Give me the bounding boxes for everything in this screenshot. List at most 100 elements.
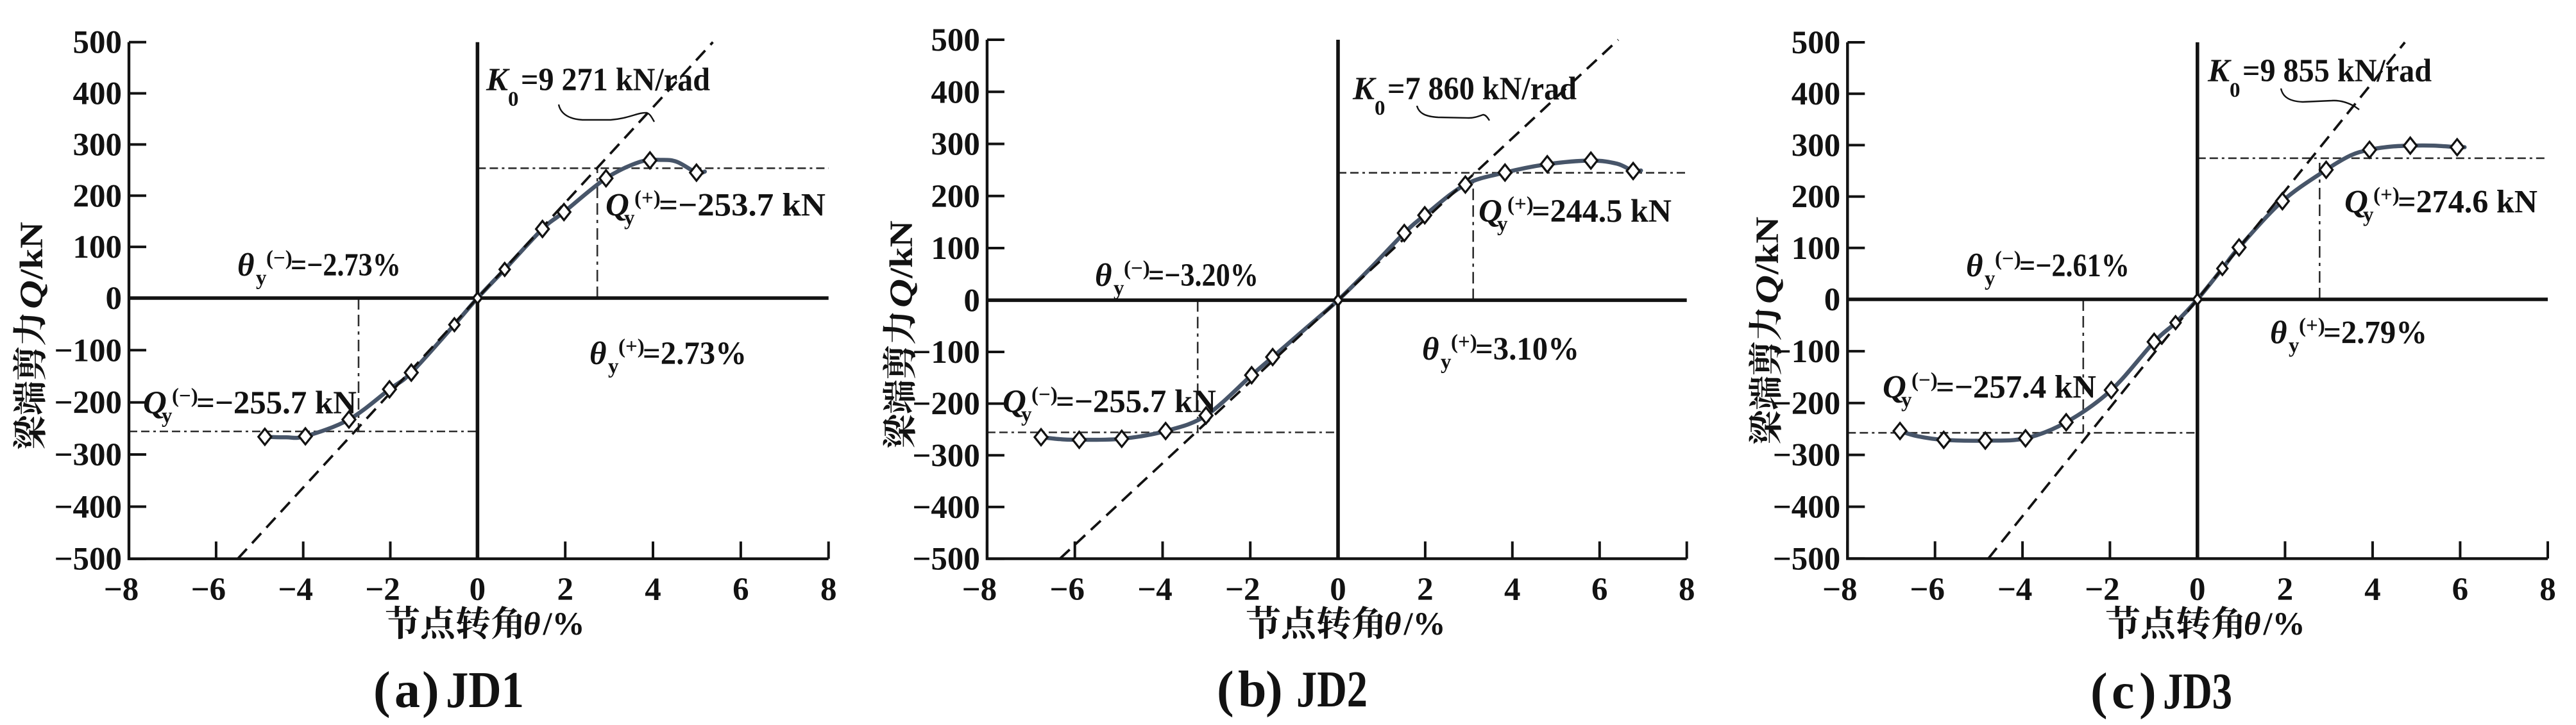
svg-text:300: 300 [1792, 128, 1841, 163]
svg-text:−200: −200 [912, 387, 980, 422]
svg-text:500: 500 [1792, 25, 1841, 61]
svg-text:K: K [2207, 53, 2232, 89]
svg-text:y: y [1021, 403, 1032, 426]
svg-text:0: 0 [508, 88, 519, 111]
svg-text:y: y [1901, 389, 1912, 412]
svg-text:100: 100 [931, 231, 980, 267]
svg-text:−2: −2 [365, 572, 400, 608]
svg-text:Q: Q [1883, 370, 1906, 406]
svg-text:y: y [1114, 277, 1124, 300]
svg-text:−300: −300 [1773, 438, 1841, 474]
svg-text:−8: −8 [1822, 572, 1858, 608]
svg-text:y: y [256, 267, 267, 290]
svg-text:−500: −500 [54, 542, 122, 578]
svg-text:6: 6 [2452, 572, 2469, 608]
svg-text:−4: −4 [1137, 572, 1173, 608]
svg-text:θ: θ [2270, 315, 2287, 351]
svg-text:θ: θ [237, 247, 254, 283]
svg-text:0: 0 [2230, 79, 2241, 102]
svg-text:Q: Q [143, 385, 167, 421]
svg-text:(+): (+) [1451, 331, 1477, 354]
svg-text:JD1: JD1 [446, 662, 524, 719]
svg-text:−6: −6 [1049, 572, 1085, 608]
svg-text:y: y [2363, 204, 2374, 227]
svg-text:−300: −300 [54, 437, 122, 473]
svg-text:=2.79%: =2.79% [2323, 315, 2427, 351]
svg-text:θ: θ [1966, 248, 1983, 284]
svg-text:=−2.73%: =−2.73% [291, 247, 401, 283]
svg-text:0: 0 [1824, 282, 1841, 318]
svg-text:θ/%: θ/% [2244, 606, 2305, 642]
svg-text:400: 400 [73, 76, 123, 112]
svg-text:y: y [1985, 267, 1996, 290]
svg-text:K: K [1352, 71, 1377, 107]
svg-text:−400: −400 [1773, 490, 1841, 526]
svg-text:=−257.4 kN: =−257.4 kN [1936, 370, 2096, 406]
svg-text:Q: Q [1003, 384, 1026, 420]
svg-text:200: 200 [1792, 179, 1841, 215]
svg-text:(−): (−) [1911, 369, 1938, 392]
svg-text:0: 0 [1375, 97, 1385, 120]
svg-text:2: 2 [1417, 572, 1434, 608]
svg-text:(−): (−) [1124, 257, 1150, 280]
svg-text:200: 200 [931, 179, 980, 215]
svg-text:JD3: JD3 [2163, 663, 2232, 720]
svg-text:(−): (−) [172, 385, 198, 408]
svg-text:/kN: /kN [14, 222, 50, 280]
svg-text:−100: −100 [54, 333, 122, 369]
svg-text:θ/%: θ/% [1384, 606, 1446, 642]
svg-text:=−255.7 kN: =−255.7 kN [196, 385, 357, 421]
svg-text:0: 0 [2189, 572, 2206, 608]
svg-text:(+): (+) [618, 335, 645, 358]
svg-text:0: 0 [106, 281, 123, 317]
svg-text:(+): (+) [1507, 193, 1534, 216]
svg-text:Q: Q [14, 280, 50, 309]
svg-text:500: 500 [73, 25, 123, 61]
svg-text:JD2: JD2 [1296, 662, 1368, 718]
svg-text:Q: Q [2344, 185, 2368, 221]
svg-text:θ: θ [1422, 331, 1439, 367]
svg-text:400: 400 [931, 74, 980, 110]
svg-text:0: 0 [470, 572, 486, 608]
svg-text:300: 300 [931, 127, 980, 163]
svg-text:−6: −6 [191, 572, 226, 608]
svg-text:−4: −4 [1997, 572, 2033, 608]
svg-text:=−255.7 kN: =−255.7 kN [1056, 384, 1216, 420]
svg-text:−100: −100 [912, 335, 980, 371]
svg-text:=−2.61%: =−2.61% [2019, 248, 2130, 284]
svg-text:=−253.7 kN: =−253.7 kN [659, 188, 826, 224]
svg-text:300: 300 [73, 127, 123, 163]
svg-text:−100: −100 [1773, 334, 1841, 370]
svg-text:(−): (−) [1995, 247, 2021, 271]
svg-text:θ/%: θ/% [523, 606, 585, 642]
svg-text:500: 500 [931, 22, 980, 58]
svg-text:=274.6 kN: =274.6 kN [2398, 185, 2538, 221]
svg-text:=9 855 kN/rad: =9 855 kN/rad [2242, 53, 2432, 89]
svg-text:=7 860 kN/rad: =7 860 kN/rad [1387, 71, 1577, 107]
svg-text:−400: −400 [54, 489, 122, 525]
svg-text:−4: −4 [278, 572, 313, 608]
svg-text:K: K [486, 62, 510, 98]
svg-text:=9 271 kN/rad: =9 271 kN/rad [521, 62, 710, 98]
svg-text:−200: −200 [54, 385, 122, 421]
svg-text:200: 200 [73, 178, 123, 214]
svg-text:−2: −2 [2085, 572, 2120, 608]
svg-text:100: 100 [73, 229, 123, 265]
svg-text:y: y [1441, 351, 1452, 374]
svg-text:y: y [624, 207, 635, 230]
svg-text:4: 4 [1504, 572, 1521, 608]
svg-text:/kN: /kN [1750, 217, 1786, 275]
svg-text:2: 2 [2277, 572, 2294, 608]
svg-text:−200: −200 [1773, 386, 1841, 422]
svg-text:8: 8 [1679, 572, 1695, 608]
svg-text:/kN: /kN [884, 221, 920, 279]
svg-text:=2.73%: =2.73% [643, 336, 747, 372]
svg-text:(c): (c) [2090, 663, 2157, 720]
svg-text:−8: −8 [962, 572, 997, 608]
svg-text:(a): (a) [373, 662, 439, 719]
svg-text:=244.5 kN: =244.5 kN [1532, 194, 1672, 229]
svg-text:Q: Q [606, 188, 629, 224]
svg-text:y: y [2289, 335, 2300, 358]
svg-text:Q: Q [1750, 275, 1786, 304]
svg-text:4: 4 [645, 572, 661, 608]
